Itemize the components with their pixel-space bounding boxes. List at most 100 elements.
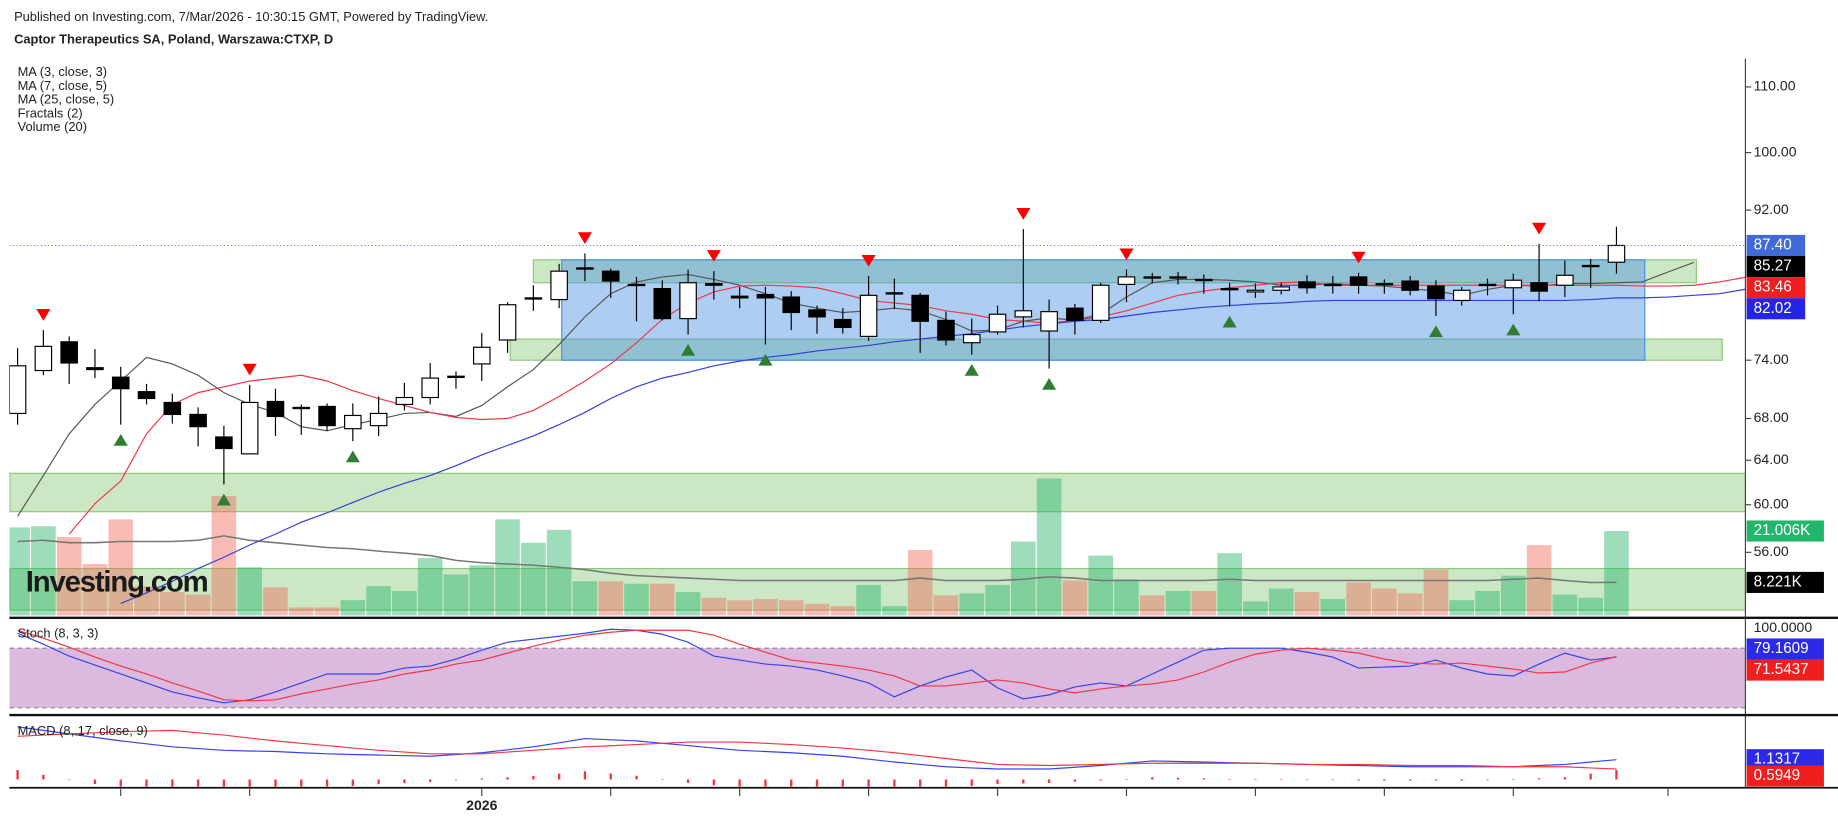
- candle-body: [1530, 282, 1548, 292]
- chart-title: Captor Therapeutics SA, Poland, Warszawa…: [14, 31, 333, 46]
- macd-hist-bar: [661, 779, 664, 781]
- candle-body: [1246, 289, 1265, 293]
- candle-body: [1117, 276, 1136, 285]
- macd-hist-bar: [222, 779, 226, 787]
- volume-bar: [1036, 478, 1062, 616]
- volume-bar: [546, 529, 572, 616]
- fractal-down: [577, 232, 592, 245]
- fractal-down: [1532, 222, 1547, 235]
- y-tick-label: 110.00: [1754, 78, 1796, 94]
- fractal-down: [706, 250, 721, 262]
- volume-bar: [1526, 545, 1552, 616]
- candle-body: [1427, 285, 1445, 300]
- value-badge: [1746, 659, 1824, 681]
- stoch-pane: [9, 628, 1746, 709]
- candle-body: [395, 396, 414, 406]
- candle-body: [292, 406, 311, 410]
- candle-body: [472, 346, 491, 365]
- volume-bar: [469, 565, 495, 616]
- indicator-legend: Volume (20): [18, 119, 87, 134]
- macd-hist-bar: [712, 779, 716, 786]
- macd-hist-bar: [609, 773, 612, 780]
- volume-bar: [959, 593, 985, 616]
- macd-line: [17, 726, 1617, 770]
- volume-pane: [9, 478, 1629, 616]
- candle-body: [498, 304, 517, 341]
- y-tick-label: 100.0000: [1754, 619, 1813, 635]
- volume-bar: [856, 584, 881, 616]
- macd-hist-bar: [1073, 779, 1077, 782]
- macd-hist-bar: [1486, 779, 1489, 781]
- volume-bar: [417, 557, 443, 616]
- volume-bar: [56, 537, 82, 616]
- volume-bar: [1397, 593, 1423, 616]
- fractal-down: [1351, 251, 1366, 264]
- candle-body: [756, 293, 775, 299]
- candle-body: [86, 367, 104, 371]
- candle-body: [9, 365, 27, 415]
- volume-bar: [495, 519, 520, 616]
- macd-hist-bar: [738, 779, 741, 787]
- zone: [9, 472, 1746, 513]
- macd-hist-bar: [196, 779, 200, 787]
- value-badge-label: 82.02: [1754, 300, 1792, 317]
- volume-bar: [1062, 580, 1088, 616]
- volume-bar: [598, 581, 624, 616]
- macd-hist-bar: [1615, 770, 1618, 780]
- candle-body: [1581, 264, 1600, 268]
- macd-hist-bar: [815, 779, 819, 787]
- fractal-down: [242, 363, 257, 376]
- fractal-up: [681, 343, 696, 356]
- macd-hist-bar: [274, 779, 277, 787]
- candle-body: [215, 436, 233, 450]
- volume-bar: [701, 597, 727, 616]
- y-tick-label: 56.00: [1754, 543, 1789, 559]
- macd-hist-bar: [557, 773, 561, 780]
- macd-hist-bar: [325, 779, 329, 787]
- macd-hist-bar: [764, 779, 767, 787]
- candle-body: [34, 345, 53, 372]
- volume-bar: [1088, 555, 1113, 616]
- value-badge: [1746, 234, 1806, 257]
- volume-bar: [392, 590, 417, 616]
- volume-bar: [82, 564, 108, 616]
- macd-hist-bar: [1537, 778, 1541, 780]
- candle-body: [1040, 311, 1058, 332]
- volume-bar: [882, 606, 907, 616]
- volume-ma-line: [17, 535, 1617, 584]
- value-badge-label: 87.40: [1754, 236, 1792, 253]
- macd-hist-bar: [1589, 773, 1592, 780]
- macd-hist-bar: [1357, 779, 1360, 781]
- labels: MA (3, close, 3)MA (7, close, 5)MA (25, …: [18, 64, 1824, 813]
- candle-body: [1349, 276, 1368, 286]
- volume-bar: [314, 607, 340, 616]
- candle-body: [344, 414, 362, 430]
- value-badge: [1746, 749, 1824, 771]
- volume-bar: [985, 584, 1010, 616]
- candle-body: [1452, 289, 1471, 302]
- volume-bar: [340, 600, 366, 616]
- macd-hist-bar: [635, 775, 638, 780]
- volume-bar: [933, 595, 959, 616]
- y-tick-label: 64.00: [1754, 451, 1789, 467]
- candle-body: [834, 318, 852, 329]
- x-tick-label: 2026: [466, 797, 497, 813]
- volume-bar: [366, 586, 391, 616]
- candle-body: [1169, 276, 1187, 279]
- fractal-up: [1506, 323, 1521, 336]
- volume-bar: [1449, 600, 1475, 616]
- candle-body: [1014, 310, 1033, 318]
- macd-hist-bar: [1305, 779, 1309, 781]
- volume-bar: [1191, 590, 1217, 616]
- candle-body: [421, 377, 439, 399]
- fractal-down: [1119, 248, 1134, 261]
- indicator-legend: MA (7, close, 5): [18, 78, 107, 93]
- volume-bar: [288, 607, 314, 616]
- volume-bar: [907, 549, 933, 616]
- value-badge: [1746, 256, 1806, 278]
- volume-bar: [263, 587, 288, 616]
- candle-body: [447, 375, 465, 378]
- candle-body: [730, 295, 749, 299]
- candle-body: [137, 391, 156, 400]
